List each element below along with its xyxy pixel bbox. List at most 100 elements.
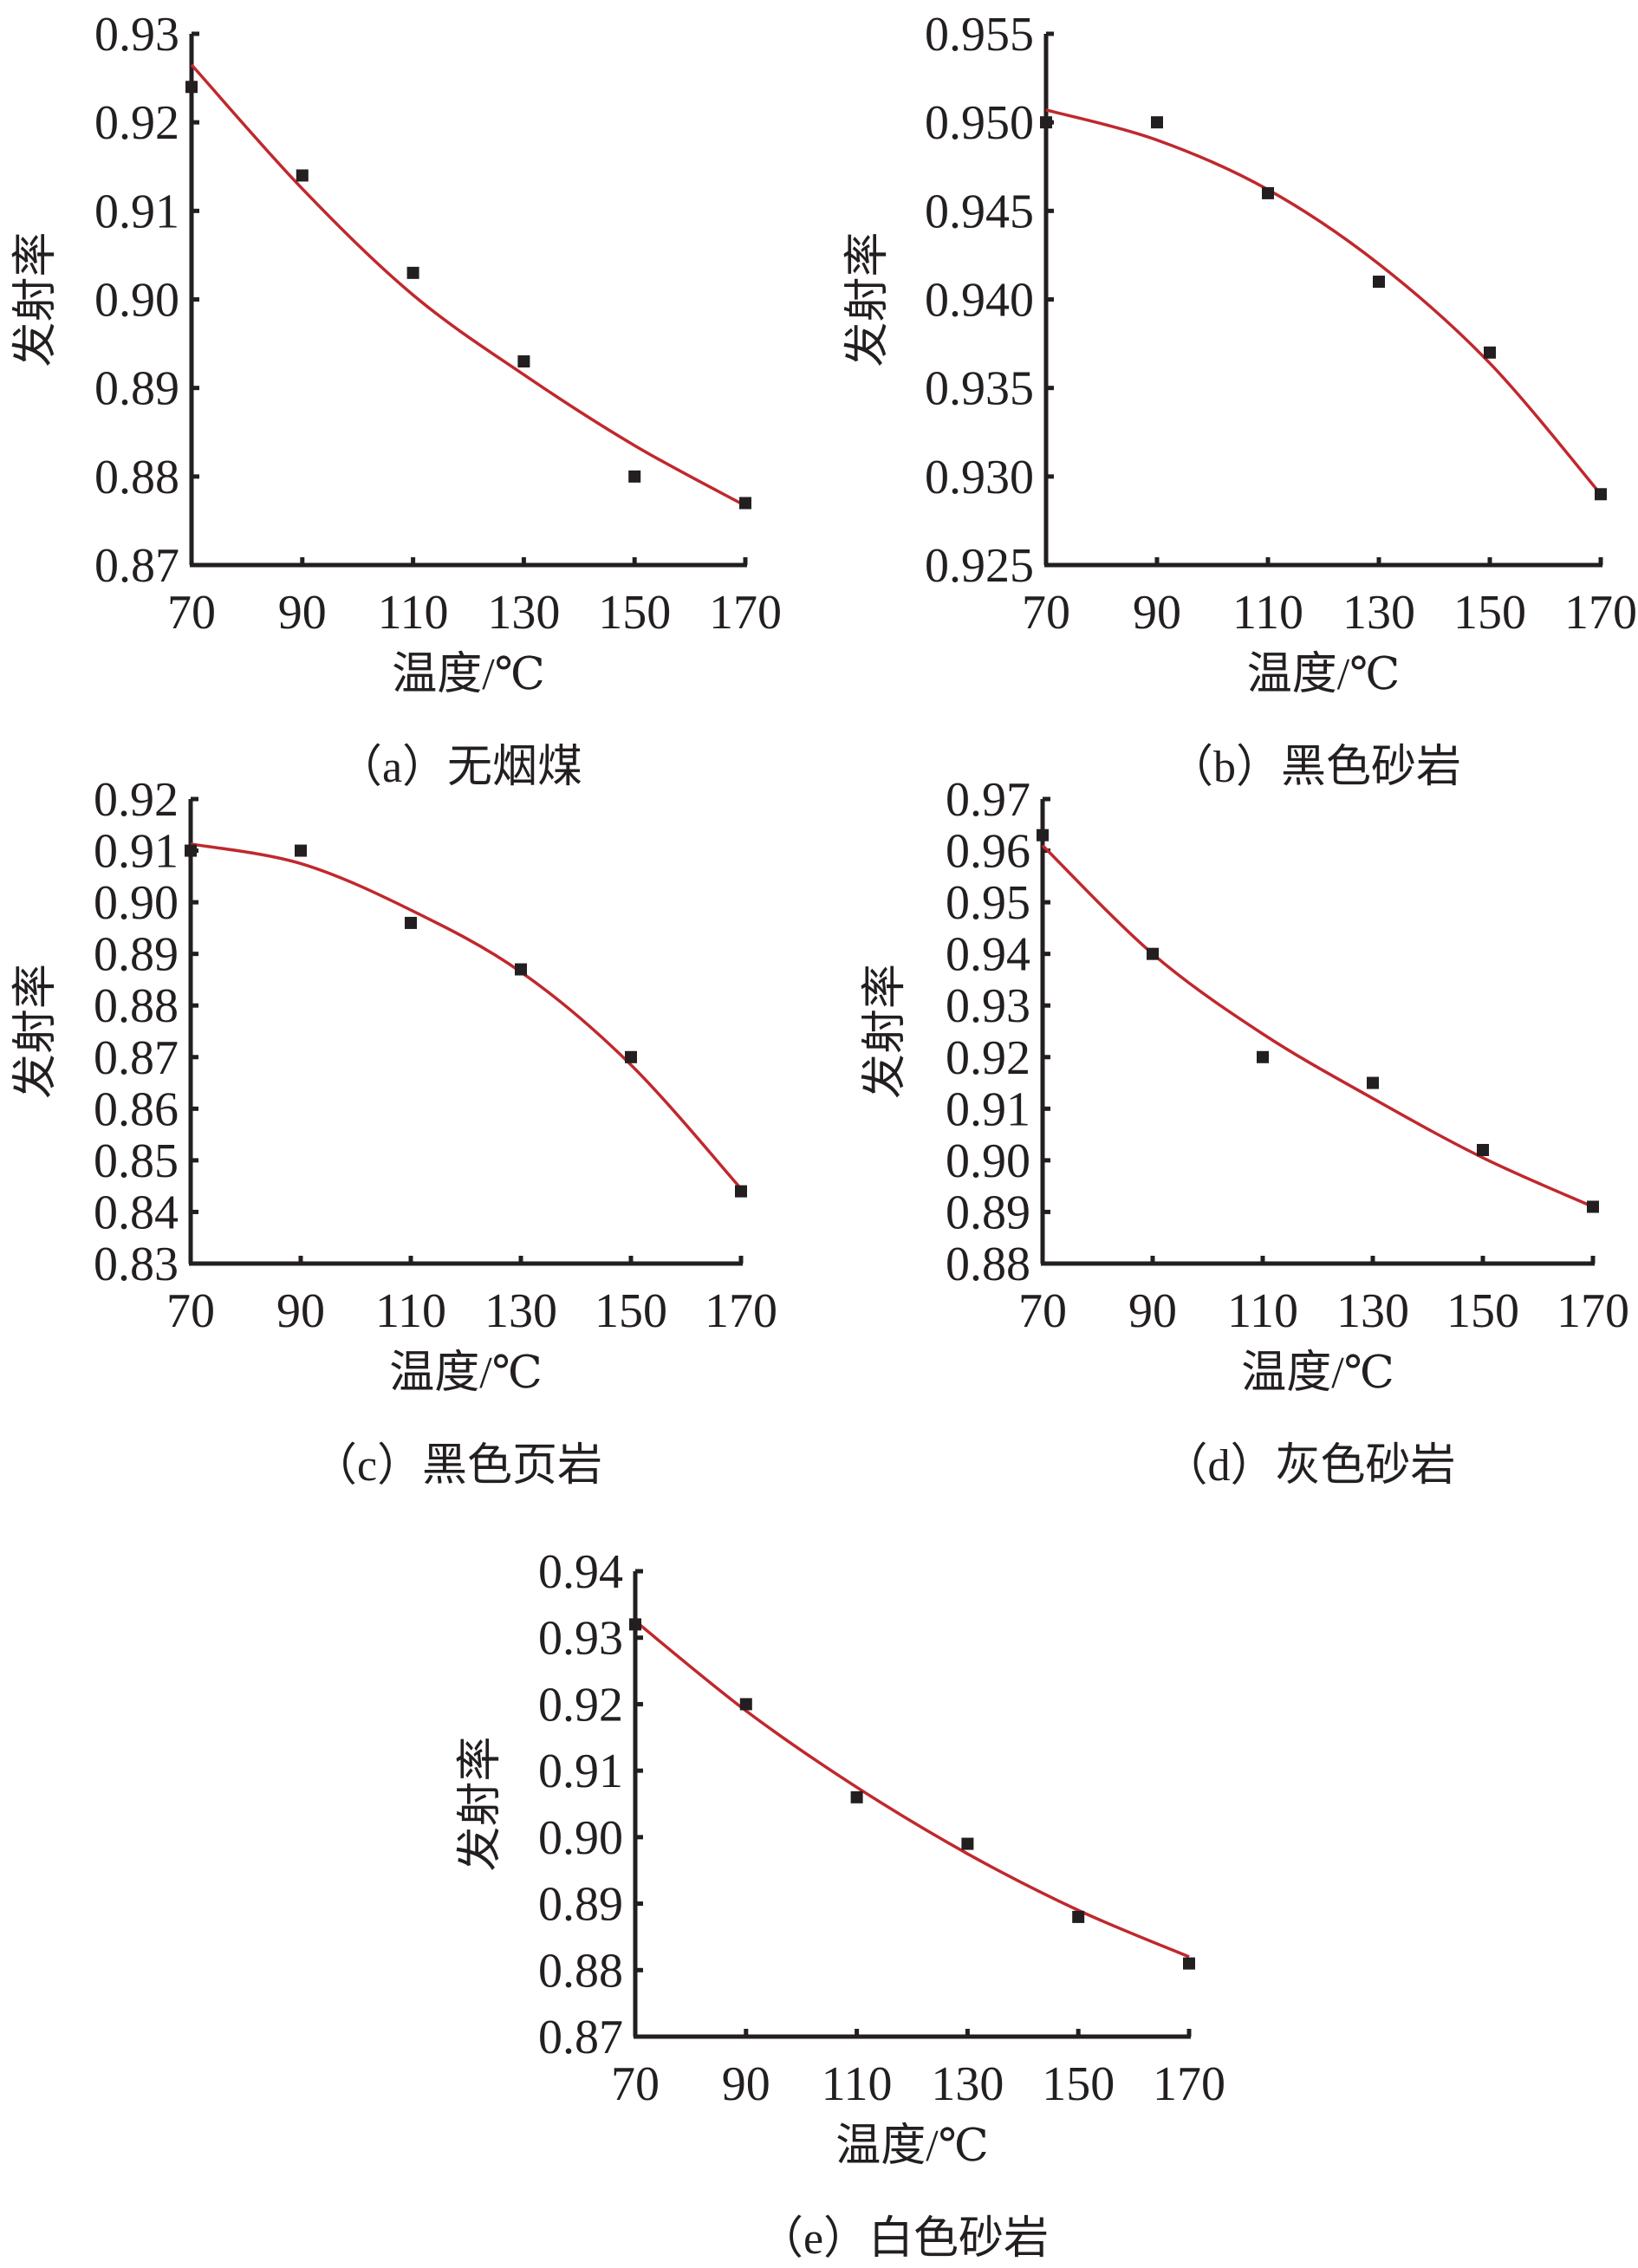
y-tick-label: 0.97 <box>946 773 1030 827</box>
y-tick-label: 0.88 <box>94 979 179 1033</box>
y-tick-label: 0.90 <box>946 1134 1030 1188</box>
fit-curve <box>1041 844 1594 1209</box>
x-tick-label: 70 <box>167 586 216 640</box>
x-tick-label: 110 <box>1227 1284 1298 1338</box>
y-tick-label: 0.91 <box>946 1082 1030 1136</box>
y-tick-label: 0.87 <box>94 539 179 593</box>
x-tick-label: 90 <box>1133 586 1181 640</box>
data-point <box>1257 1050 1269 1063</box>
x-tick-label: 110 <box>378 586 449 640</box>
y-tick-label: 0.83 <box>94 1238 179 1291</box>
x-tick-label: 110 <box>822 2057 893 2111</box>
x-tick-label: 150 <box>595 1284 667 1338</box>
chart-panel-c: 0.830.840.850.860.870.880.890.900.910.92… <box>11 773 777 1491</box>
y-tick-label: 0.930 <box>925 451 1034 504</box>
x-tick-label: 150 <box>1453 586 1526 640</box>
x-tick-label: 70 <box>166 1284 215 1338</box>
x-tick-label: 170 <box>1564 586 1637 640</box>
data-point <box>625 1050 637 1063</box>
x-tick-label: 150 <box>598 586 671 640</box>
x-axis-label: 温度/℃ <box>392 650 545 699</box>
x-axis-label: 温度/℃ <box>835 2122 989 2171</box>
x-tick-label: 70 <box>1022 586 1070 640</box>
fit-curve <box>190 842 743 1190</box>
y-axis-label: 发射率 <box>456 1736 505 1871</box>
data-point <box>961 1837 974 1850</box>
x-axis-label: 温度/℃ <box>1241 1348 1394 1398</box>
data-point <box>1147 947 1159 960</box>
x-tick-label: 150 <box>1446 1284 1519 1338</box>
x-tick-label: 90 <box>278 586 327 640</box>
y-tick-label: 0.945 <box>925 185 1034 238</box>
data-point <box>1484 346 1496 359</box>
data-point <box>515 963 527 976</box>
data-point <box>405 916 417 929</box>
x-tick-label: 130 <box>484 1284 557 1338</box>
y-tick-label: 0.955 <box>925 8 1034 62</box>
data-point <box>1037 829 1049 842</box>
y-tick-label: 0.94 <box>946 928 1030 982</box>
x-tick-label: 130 <box>931 2057 1004 2111</box>
chart-panel-b: 0.925 0.930 0.935 0.940 0.945 0.950 0.955 70 90 1… <box>843 8 1637 792</box>
x-tick-label: 130 <box>1336 1284 1409 1338</box>
y-tick-label: 0.89 <box>94 928 179 982</box>
y-tick-label: 0.89 <box>94 362 179 416</box>
chart-caption: （c）黑色页岩 <box>312 1441 602 1491</box>
data-point <box>1477 1143 1489 1156</box>
y-tick-label: 0.935 <box>925 362 1034 416</box>
chart-panel-e: 0.87 0.88 0.89 0.90 0.91 0.92 0.93 0.94 70 90 110 1… <box>456 1545 1225 2264</box>
data-point <box>295 844 307 857</box>
y-tick-label: 0.88 <box>94 451 179 504</box>
fit-curve <box>190 63 746 508</box>
y-tick-label: 0.93 <box>94 8 179 62</box>
x-tick-label: 170 <box>709 586 782 640</box>
data-point <box>739 1698 752 1711</box>
y-tick-label: 0.86 <box>94 1082 179 1136</box>
fit-curve <box>634 1620 1190 1959</box>
y-axis-label: 发射率 <box>861 964 910 1099</box>
data-point <box>406 266 419 279</box>
y-tick-label: 0.90 <box>538 1811 623 1865</box>
data-point <box>1367 1076 1379 1089</box>
x-tick-label: 130 <box>487 586 560 640</box>
y-tick-label: 0.91 <box>538 1745 623 1798</box>
data-point <box>850 1790 863 1803</box>
y-axis-label: 发射率 <box>843 231 893 367</box>
data-point <box>296 169 309 182</box>
x-tick-label: 90 <box>1128 1284 1177 1338</box>
y-tick-label: 0.88 <box>946 1238 1030 1291</box>
x-tick-label: 150 <box>1042 2057 1115 2111</box>
y-tick-label: 0.95 <box>946 876 1030 930</box>
y-tick-label: 0.90 <box>94 876 179 930</box>
x-tick-label: 130 <box>1342 586 1415 640</box>
y-tick-label: 0.87 <box>94 1031 179 1085</box>
y-tick-label: 0.92 <box>94 96 179 150</box>
y-tick-label: 0.88 <box>538 1944 623 1998</box>
y-tick-label: 0.89 <box>946 1186 1030 1239</box>
y-tick-label: 0.91 <box>94 185 179 238</box>
data-point <box>1595 488 1607 501</box>
y-tick-label: 0.90 <box>94 274 179 328</box>
y-tick-label: 0.92 <box>946 1031 1030 1085</box>
data-point <box>1262 186 1274 199</box>
chart-caption: （b）黑色砂岩 <box>1168 743 1461 792</box>
chart-caption: （a）无烟煤 <box>337 743 582 792</box>
chart-panel-d: 0.880.890.900.910.920.930.940.950.960.97… <box>861 773 1629 1491</box>
data-point <box>629 1618 641 1631</box>
data-point <box>1151 116 1163 129</box>
x-tick-label: 170 <box>705 1284 777 1338</box>
x-tick-label: 110 <box>375 1284 446 1338</box>
x-tick-label: 70 <box>1018 1284 1067 1338</box>
y-axis-label: 发射率 <box>11 964 61 1099</box>
data-point <box>1072 1910 1085 1923</box>
x-axis-label: 温度/℃ <box>389 1348 543 1398</box>
y-tick-label: 0.93 <box>538 1612 623 1666</box>
data-point <box>1587 1200 1599 1213</box>
data-point <box>735 1185 747 1198</box>
y-tick-label: 0.89 <box>538 1878 623 1932</box>
data-point <box>628 470 641 483</box>
x-tick-label: 170 <box>1153 2057 1225 2111</box>
x-tick-label: 90 <box>722 2057 770 2111</box>
y-tick-label: 0.87 <box>538 2011 623 2064</box>
